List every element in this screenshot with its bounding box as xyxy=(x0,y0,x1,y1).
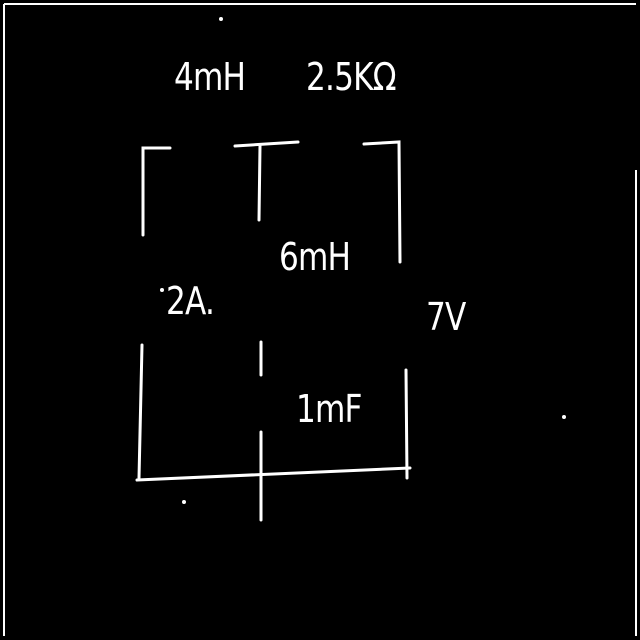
label-capacitor-1mf: 1mF xyxy=(296,387,362,431)
label-voltage-source-7v: 7V xyxy=(426,295,466,339)
wire-top-middle-horizontal xyxy=(233,140,300,148)
wire-top-left-corner xyxy=(141,146,172,237)
stray-dot-bottom xyxy=(182,500,186,504)
stray-dot-top xyxy=(219,17,223,21)
label-resistor-2-5k: 2.5KΩ xyxy=(306,55,397,99)
wire-top-right-corner xyxy=(362,140,402,264)
wire-bottom xyxy=(135,466,412,482)
wire-middle-branch-upper xyxy=(257,144,262,222)
label-inductor-6mh: 6mH xyxy=(279,235,351,279)
wire-right-lower xyxy=(404,368,409,480)
label-inductor-4mh: 4mH xyxy=(174,55,246,99)
stray-dot-right xyxy=(562,415,566,419)
stray-dot-left xyxy=(160,288,164,292)
label-current-source-2a: 2A. xyxy=(166,279,215,323)
wire-left-lower xyxy=(137,343,144,480)
